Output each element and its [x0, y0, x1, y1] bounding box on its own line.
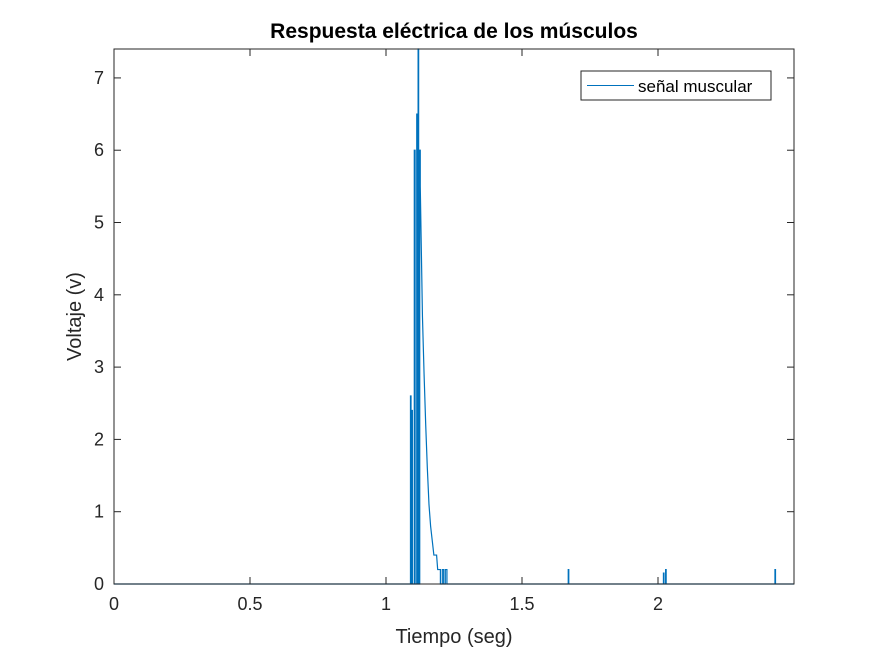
y-tick-label: 4	[94, 285, 104, 305]
x-tick-label: 0	[109, 594, 119, 614]
y-tick-label: 5	[94, 213, 104, 233]
legend-entry-label: señal muscular	[638, 77, 753, 96]
y-tick-label: 6	[94, 140, 104, 160]
y-tick-label: 0	[94, 574, 104, 594]
y-axis-label: Voltaje (v)	[64, 272, 86, 361]
y-tick-label: 3	[94, 357, 104, 377]
data-layer	[114, 48, 794, 585]
x-axis-label: Tiempo (seg)	[395, 626, 512, 648]
x-axis-ticks: 0 0.5 1 1.5 2	[109, 49, 663, 614]
chart-title: Respuesta eléctrica de los músculos	[270, 20, 638, 43]
y-tick-label: 1	[94, 502, 104, 522]
x-tick-label: 1.5	[509, 594, 534, 614]
x-tick-label: 1	[381, 594, 391, 614]
legend-box	[580, 70, 772, 101]
y-tick-label: 7	[94, 68, 104, 88]
x-tick-label: 0.5	[237, 594, 262, 614]
x-tick-label: 2	[653, 594, 663, 614]
series-line-0	[114, 48, 794, 585]
plot-area	[114, 49, 794, 584]
y-tick-label: 2	[94, 429, 104, 449]
legend: señal muscular	[580, 70, 772, 101]
y-axis-ticks: 0 1 2 3 4 5 6 7	[94, 68, 794, 594]
axes-box	[113, 48, 795, 585]
